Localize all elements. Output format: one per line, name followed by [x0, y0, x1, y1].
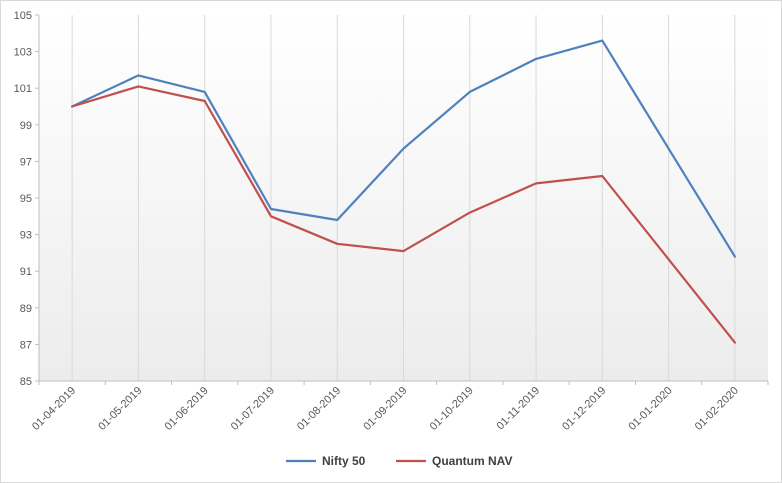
- y-tick-label: 91: [20, 266, 32, 278]
- x-tick-label: 01-08-2019: [295, 385, 343, 433]
- y-tick-label: 99: [20, 120, 32, 132]
- x-tick-label: 01-01-2020: [626, 385, 674, 433]
- series-line-1: [70, 39, 737, 258]
- y-tick-label: 97: [20, 156, 32, 168]
- series-line-2: [70, 85, 737, 344]
- x-tick-label: 01-12-2019: [560, 385, 608, 433]
- legend-label: Quantum NAV: [432, 454, 512, 468]
- x-tick-label: 01-04-2019: [30, 385, 78, 433]
- x-tick-label: 01-07-2019: [229, 385, 277, 433]
- y-tick-label: 85: [20, 376, 32, 388]
- x-tick-label: 01-10-2019: [428, 385, 476, 433]
- legend-label: Nifty 50: [322, 454, 366, 468]
- x-tick-label: 01-02-2020: [693, 385, 741, 433]
- y-tick-label: 89: [20, 303, 32, 315]
- y-tick-label: 101: [14, 83, 32, 95]
- y-tick-label: 87: [20, 339, 32, 351]
- x-tick-label: 01-06-2019: [163, 385, 211, 433]
- y-tick-label: 95: [20, 193, 32, 205]
- y-tick-label: 105: [14, 10, 32, 22]
- y-tick-label: 93: [20, 230, 32, 242]
- x-tick-label: 01-05-2019: [96, 385, 144, 433]
- x-tick-label: 01-09-2019: [361, 385, 409, 433]
- y-tick-label: 103: [14, 47, 32, 59]
- x-tick-label: 01-11-2019: [494, 385, 542, 433]
